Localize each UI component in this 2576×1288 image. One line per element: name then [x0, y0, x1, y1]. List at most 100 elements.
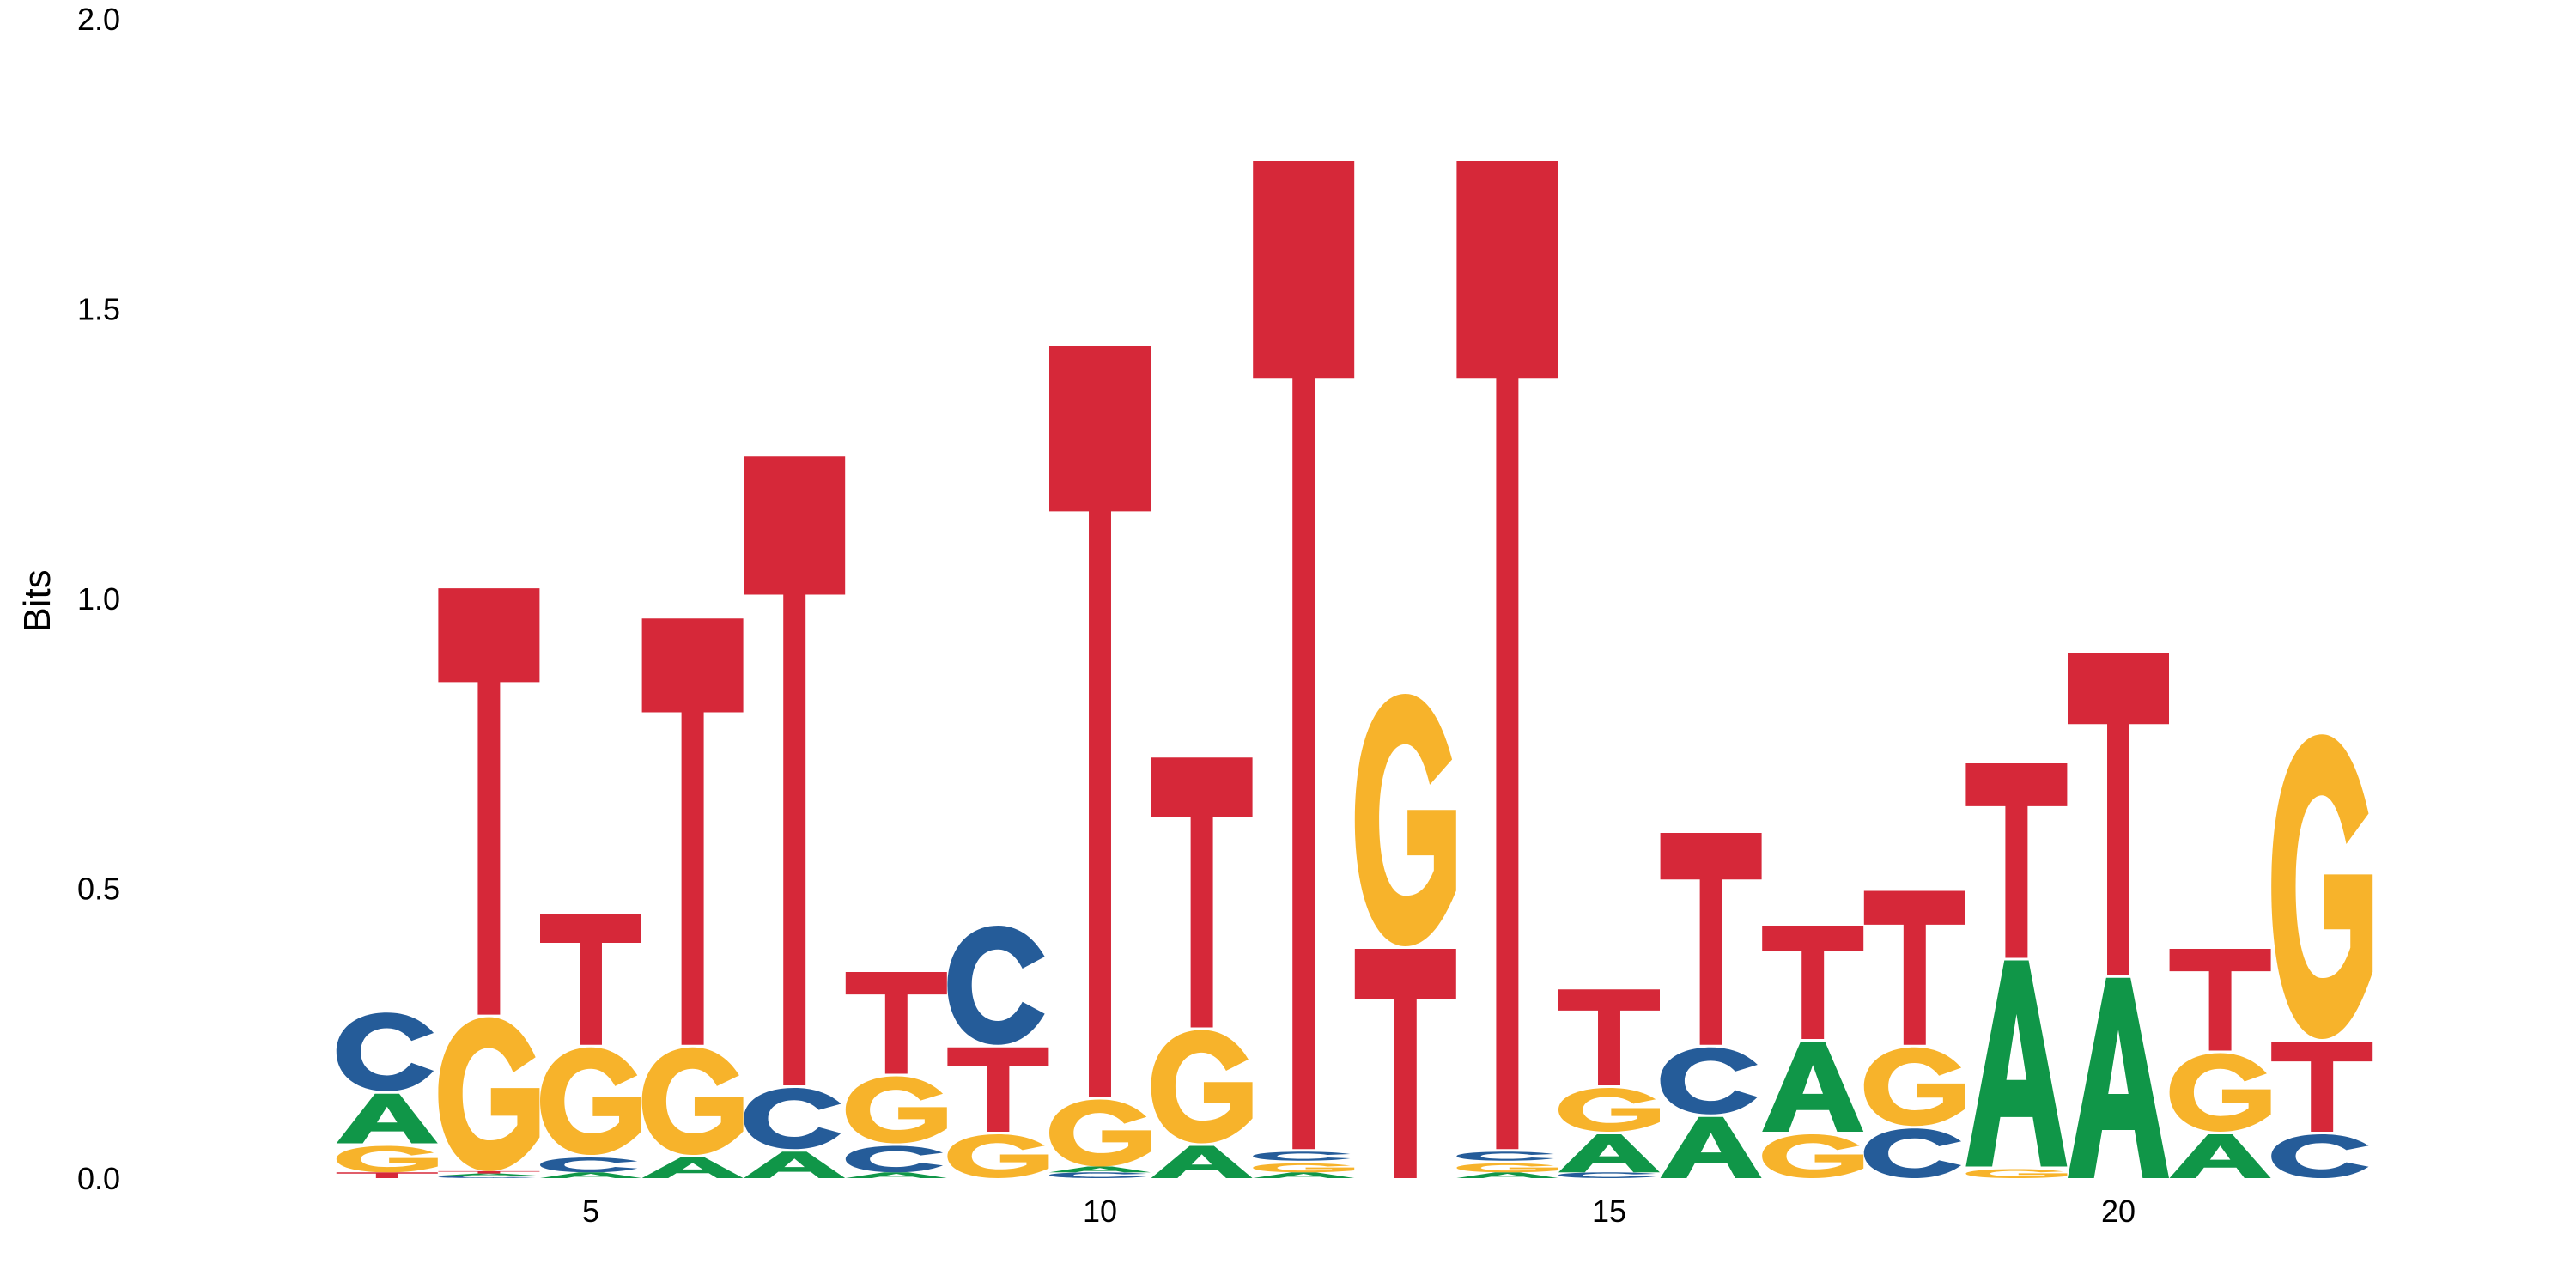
letter-G-pos-9	[947, 1134, 1049, 1178]
letter-T-pos-4	[438, 1170, 540, 1174]
letter-A-pos-6	[641, 1157, 744, 1178]
letter-T-pos-13	[1354, 949, 1456, 1178]
x-axis: 5 10 15 20	[582, 1194, 2136, 1229]
letter-A-pos-7	[744, 1151, 846, 1178]
letter-C-pos-4	[438, 1176, 536, 1178]
y-axis-title: Bits	[16, 569, 58, 632]
letter-A-pos-10	[1049, 1166, 1151, 1173]
logo-column-4	[438, 588, 540, 1178]
letter-A-pos-5	[540, 1172, 641, 1178]
y-tick-label: 0.0	[77, 1161, 120, 1196]
letter-T-pos-18	[1863, 890, 1965, 1045]
letter-C-pos-5	[540, 1157, 638, 1173]
logo-column-11	[1151, 757, 1253, 1178]
logo-column-13	[1354, 694, 1456, 1178]
letter-C-pos-14	[1456, 1151, 1554, 1161]
letter-G-pos-11	[1151, 1030, 1253, 1144]
letter-T-pos-19	[1965, 763, 2068, 958]
letter-C-pos-22	[2271, 1134, 2369, 1178]
x-tick-label: 5	[582, 1194, 599, 1229]
y-tick-label: 1.0	[77, 581, 120, 617]
letter-G-pos-8	[845, 1076, 947, 1144]
letter-T-pos-16	[1660, 833, 1762, 1045]
logo-column-20	[2068, 653, 2169, 1178]
letter-A-pos-11	[1151, 1145, 1253, 1178]
x-tick-label: 20	[2101, 1194, 2136, 1229]
letter-G-pos-15	[1558, 1088, 1660, 1132]
letter-G-pos-17	[1762, 1134, 1864, 1178]
letter-T-pos-17	[1762, 926, 1864, 1039]
y-tick-label: 0.5	[77, 872, 120, 907]
letter-A-pos-8	[845, 1172, 947, 1178]
letter-T-pos-22	[2271, 1042, 2373, 1132]
letter-C-pos-7	[744, 1088, 841, 1150]
letter-C-pos-18	[1863, 1128, 1962, 1178]
letter-A-pos-12	[1253, 1172, 1355, 1178]
letter-G-pos-6	[641, 1047, 744, 1155]
letter-C-pos-12	[1253, 1151, 1351, 1161]
logo-column-5	[540, 914, 641, 1178]
letter-G-pos-10	[1049, 1099, 1151, 1167]
x-tick-label: 15	[1592, 1194, 1626, 1229]
letter-G-pos-13	[1354, 694, 1456, 946]
letter-T-pos-4	[438, 588, 540, 1015]
letter-C-pos-8	[845, 1145, 944, 1173]
logo-stacks	[336, 161, 2373, 1178]
letter-G-pos-5	[540, 1047, 641, 1155]
letter-T-pos-8	[845, 972, 947, 1074]
letter-T-pos-3	[336, 1172, 438, 1178]
letter-C-pos-15	[1558, 1172, 1656, 1178]
logo-column-22	[2271, 734, 2373, 1178]
letter-T-pos-12	[1253, 161, 1355, 1150]
letter-C-pos-10	[1049, 1172, 1147, 1178]
letter-T-pos-11	[1151, 757, 1253, 1028]
letter-G-pos-12	[1253, 1163, 1355, 1173]
letter-A-pos-15	[1558, 1134, 1660, 1173]
letter-A-pos-16	[1660, 1116, 1762, 1178]
letter-C-pos-16	[1660, 1047, 1758, 1115]
letter-T-pos-20	[2068, 653, 2169, 975]
logo-column-6	[641, 618, 744, 1178]
letter-A-pos-20	[2068, 977, 2169, 1178]
letter-A-pos-21	[2169, 1134, 2271, 1178]
logo-column-18	[1863, 890, 1965, 1178]
letter-G-pos-19	[1965, 1169, 2068, 1178]
letter-C-pos-9	[947, 926, 1045, 1045]
y-tick-label: 2.0	[77, 2, 120, 37]
letter-T-pos-10	[1049, 346, 1151, 1097]
letter-A-pos-14	[1456, 1172, 1558, 1178]
letter-T-pos-7	[744, 456, 846, 1085]
letter-G-pos-22	[2271, 734, 2373, 1039]
letter-A-pos-19	[1965, 960, 2068, 1167]
letter-A-pos-3	[336, 1093, 438, 1144]
letter-A-pos-4	[438, 1173, 540, 1176]
letter-G-pos-18	[1863, 1047, 1965, 1127]
letter-G-pos-14	[1456, 1163, 1558, 1173]
y-axis: 0.0 0.5 1.0 1.5 2.0	[77, 2, 120, 1196]
logo-column-3	[336, 1012, 438, 1178]
letter-A-pos-17	[1762, 1042, 1864, 1132]
logo-column-12	[1253, 161, 1355, 1178]
logo-column-21	[2169, 949, 2271, 1178]
letter-T-pos-9	[947, 1047, 1049, 1132]
logo-column-16	[1660, 833, 1762, 1178]
letter-G-pos-3	[336, 1145, 438, 1173]
logo-column-14	[1456, 161, 1558, 1178]
letter-T-pos-6	[641, 618, 744, 1045]
letter-C-pos-3	[336, 1012, 434, 1091]
logo-column-8	[845, 972, 947, 1178]
letter-T-pos-21	[2169, 949, 2271, 1051]
letter-T-pos-5	[540, 914, 641, 1045]
letter-T-pos-14	[1456, 161, 1558, 1150]
logo-column-19	[1965, 763, 2068, 1178]
logo-column-10	[1049, 346, 1151, 1178]
letter-T-pos-15	[1558, 989, 1660, 1085]
y-tick-label: 1.5	[77, 292, 120, 327]
logo-column-7	[744, 456, 846, 1178]
logo-column-17	[1762, 926, 1864, 1178]
logo-column-15	[1558, 989, 1660, 1178]
letter-G-pos-4	[438, 1017, 540, 1171]
logo-column-9	[947, 926, 1049, 1178]
x-tick-label: 10	[1083, 1194, 1117, 1229]
